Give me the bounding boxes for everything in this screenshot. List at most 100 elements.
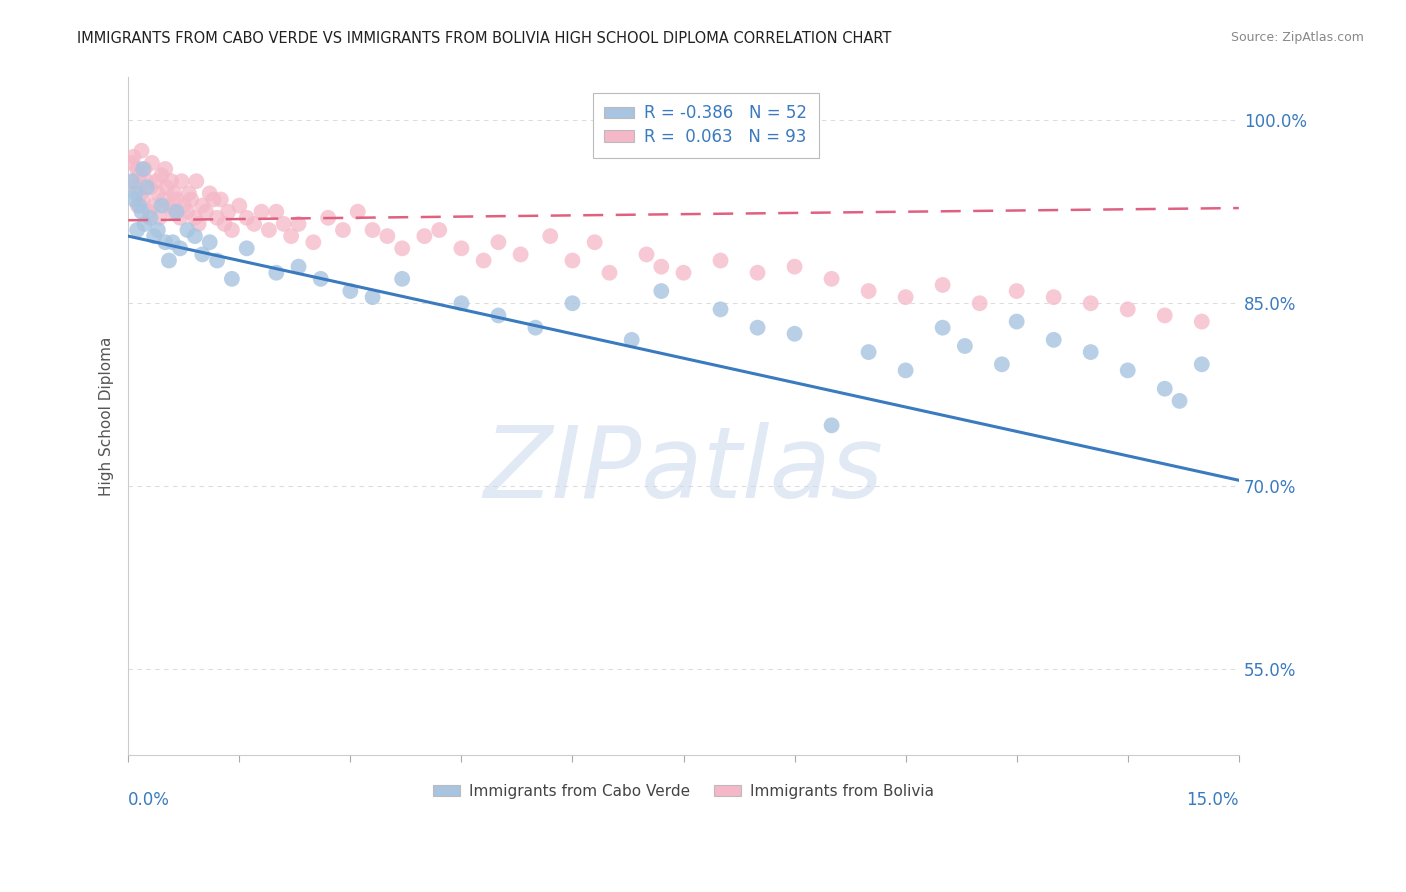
Point: [198, 186, 221, 201]
Point: [1042, 333, 1064, 347]
Point: [134, 161, 156, 176]
Point: [783, 326, 806, 341]
Point: [991, 357, 1014, 371]
Text: 15.0%: 15.0%: [1187, 790, 1239, 808]
Point: [538, 229, 561, 244]
Point: [894, 363, 917, 377]
Point: [561, 253, 583, 268]
Point: [650, 260, 672, 274]
Point: [332, 223, 354, 237]
Point: [121, 156, 143, 170]
Point: [894, 290, 917, 304]
Point: [820, 272, 842, 286]
Point: [163, 186, 186, 201]
Point: [361, 290, 384, 304]
Point: [391, 241, 413, 255]
Point: [155, 235, 177, 250]
Point: [146, 223, 169, 237]
Point: [162, 204, 184, 219]
Point: [287, 217, 309, 231]
Point: [135, 174, 157, 188]
Point: [139, 211, 162, 225]
Point: [150, 168, 173, 182]
Point: [413, 229, 436, 244]
Point: [228, 199, 250, 213]
Point: [1005, 284, 1028, 298]
Point: [135, 180, 157, 194]
Point: [486, 235, 509, 250]
Point: [1153, 309, 1175, 323]
Point: [131, 204, 153, 219]
Point: [121, 174, 143, 188]
Point: [128, 199, 150, 213]
Point: [1080, 296, 1102, 310]
Point: [1116, 302, 1139, 317]
Point: [361, 223, 384, 237]
Point: [969, 296, 991, 310]
Point: [302, 235, 325, 250]
Point: [187, 217, 209, 231]
Point: [747, 266, 769, 280]
Point: [128, 168, 150, 182]
Text: 0.0%: 0.0%: [128, 790, 170, 808]
Point: [783, 260, 806, 274]
Point: [1116, 363, 1139, 377]
Point: [250, 204, 273, 219]
Point: [157, 253, 180, 268]
Point: [131, 144, 153, 158]
Point: [931, 320, 953, 334]
Point: [672, 266, 695, 280]
Point: [195, 204, 218, 219]
Point: [524, 320, 547, 334]
Point: [169, 241, 191, 255]
Point: [583, 235, 606, 250]
Text: Source: ZipAtlas.com: Source: ZipAtlas.com: [1230, 31, 1364, 45]
Point: [235, 241, 257, 255]
Point: [132, 161, 155, 176]
Point: [124, 186, 146, 201]
Point: [214, 217, 236, 231]
Point: [221, 272, 243, 286]
Point: [184, 211, 207, 225]
Point: [1168, 393, 1191, 408]
Point: [152, 193, 174, 207]
Point: [486, 309, 509, 323]
Point: [184, 229, 207, 244]
Point: [122, 193, 145, 207]
Point: [165, 204, 187, 219]
Point: [205, 253, 228, 268]
Point: [127, 223, 149, 237]
Point: [427, 223, 450, 237]
Point: [157, 199, 180, 213]
Point: [377, 229, 399, 244]
Point: [145, 174, 167, 188]
Point: [205, 211, 228, 225]
Legend: Immigrants from Cabo Verde, Immigrants from Bolivia: Immigrants from Cabo Verde, Immigrants f…: [426, 778, 941, 805]
Point: [221, 223, 243, 237]
Point: [636, 247, 658, 261]
Point: [287, 260, 309, 274]
Point: [1005, 315, 1028, 329]
Point: [155, 161, 177, 176]
Point: [156, 180, 179, 194]
Point: [217, 204, 239, 219]
Point: [243, 217, 266, 231]
Point: [858, 345, 880, 359]
Point: [162, 235, 184, 250]
Point: [1042, 290, 1064, 304]
Point: [472, 253, 495, 268]
Point: [1191, 357, 1213, 371]
Point: [139, 180, 162, 194]
Point: [122, 150, 145, 164]
Point: [709, 253, 731, 268]
Point: [1153, 382, 1175, 396]
Point: [132, 193, 155, 207]
Point: [931, 277, 953, 292]
Point: [266, 266, 288, 280]
Y-axis label: High School Diploma: High School Diploma: [100, 336, 114, 496]
Point: [169, 211, 191, 225]
Point: [177, 186, 200, 201]
Point: [598, 266, 620, 280]
Point: [127, 199, 149, 213]
Point: [124, 180, 146, 194]
